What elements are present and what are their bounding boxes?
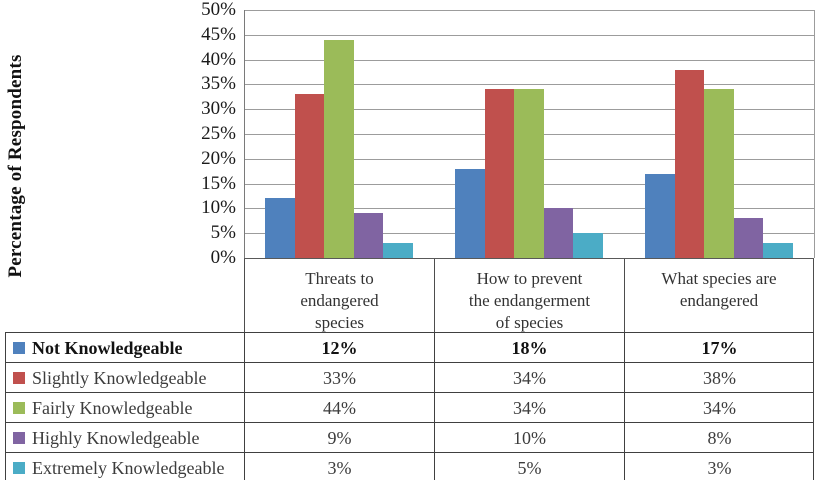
data-table: Not Knowledgeable 12% 18% 17% Slightly Knowl…	[5, 332, 814, 480]
table-row: Extremely Knowledgeable 3% 5% 3%	[6, 453, 813, 480]
value-cell-extremely-knowledgeable-0: 3%	[244, 453, 434, 480]
y-axis-line	[244, 10, 245, 258]
bar-not-knowledgeable-2	[645, 174, 675, 258]
row-label-cell: Slightly Knowledgeable	[6, 364, 244, 392]
value-cell-fairly-knowledgeable-1: 34%	[434, 393, 624, 422]
y-axis-tick-label: 5%	[210, 222, 236, 243]
bar-fairly-knowledgeable-2	[704, 89, 734, 258]
value-cell-highly-knowledgeable-0: 9%	[244, 423, 434, 452]
legend-swatch-not-knowledgeable	[13, 341, 25, 354]
series-name: Fairly Knowledgeable	[32, 397, 193, 418]
series-name: Slightly Knowledgeable	[32, 367, 207, 388]
bar-slightly-knowledgeable-1	[485, 89, 514, 258]
x-axis-line	[244, 258, 814, 259]
y-axis-tick-label: 45%	[201, 24, 236, 45]
category-label-1: How to prevent the endangerment of speci…	[434, 258, 624, 332]
table-row: Not Knowledgeable 12% 18% 17%	[6, 333, 813, 363]
value-cell-extremely-knowledgeable-2: 3%	[624, 453, 814, 480]
y-axis-tick-label: 15%	[201, 173, 236, 194]
row-label-cell: Highly Knowledgeable	[6, 424, 244, 452]
bar-extremely-knowledgeable-1	[573, 233, 603, 258]
value-cell-not-knowledgeable-2: 17%	[624, 333, 814, 362]
row-label-cell: Extremely Knowledgeable	[6, 454, 244, 480]
y-axis-title: Percentage of Respondents	[5, 54, 26, 278]
y-axis-tick-label: 40%	[201, 49, 236, 70]
value-cell-extremely-knowledgeable-1: 5%	[434, 453, 624, 480]
value-cell-highly-knowledgeable-1: 10%	[434, 423, 624, 452]
bar-extremely-knowledgeable-0	[383, 243, 413, 258]
series-name: Not Knowledgeable	[32, 337, 183, 358]
y-axis-tick-label: 50%	[201, 0, 236, 20]
bar-highly-knowledgeable-1	[544, 208, 573, 258]
gridline	[244, 84, 814, 85]
bar-extremely-knowledgeable-2	[763, 243, 793, 258]
table-row: Slightly Knowledgeable 33% 34% 38%	[6, 363, 813, 393]
bar-highly-knowledgeable-2	[734, 218, 763, 258]
bar-highly-knowledgeable-0	[354, 213, 383, 258]
y-axis-tick-label: 25%	[201, 123, 236, 144]
category-label-0: Threats to endangered species	[244, 258, 434, 332]
legend-swatch-extremely-knowledgeable	[13, 461, 25, 474]
gridline	[244, 10, 814, 11]
category-label-2: What species are endangered	[624, 258, 814, 332]
bar-slightly-knowledgeable-2	[675, 70, 704, 258]
value-cell-fairly-knowledgeable-2: 34%	[624, 393, 814, 422]
y-axis-tick-label: 20%	[201, 148, 236, 169]
series-name: Extremely Knowledgeable	[32, 457, 225, 478]
bar-fairly-knowledgeable-1	[514, 89, 544, 258]
bar-not-knowledgeable-1	[455, 169, 485, 258]
bar-slightly-knowledgeable-0	[295, 94, 324, 258]
value-cell-highly-knowledgeable-2: 8%	[624, 423, 814, 452]
row-label-cell: Not Knowledgeable	[6, 334, 244, 362]
y-axis-tick-label: 30%	[201, 98, 236, 119]
value-cell-slightly-knowledgeable-1: 34%	[434, 363, 624, 392]
row-label-cell: Fairly Knowledgeable	[6, 394, 244, 422]
legend-swatch-highly-knowledgeable	[13, 431, 25, 444]
gridline	[244, 60, 814, 61]
table-row: Highly Knowledgeable 9% 10% 8%	[6, 423, 813, 453]
value-cell-not-knowledgeable-1: 18%	[434, 333, 624, 362]
value-cell-slightly-knowledgeable-0: 33%	[244, 363, 434, 392]
legend-swatch-fairly-knowledgeable	[13, 401, 25, 414]
y-axis-tick-label: 10%	[201, 197, 236, 218]
gridline	[244, 35, 814, 36]
value-cell-not-knowledgeable-0: 12%	[244, 333, 434, 362]
bar-not-knowledgeable-0	[265, 198, 295, 258]
plot-right-border	[814, 10, 815, 258]
bar-fairly-knowledgeable-0	[324, 40, 354, 258]
value-cell-fairly-knowledgeable-0: 44%	[244, 393, 434, 422]
value-cell-slightly-knowledgeable-2: 38%	[624, 363, 814, 392]
series-name: Highly Knowledgeable	[32, 427, 200, 448]
legend-swatch-slightly-knowledgeable	[13, 371, 25, 384]
y-axis-tick-label: 35%	[201, 73, 236, 94]
y-axis-tick-label: 0%	[210, 247, 236, 268]
table-row: Fairly Knowledgeable 44% 34% 34%	[6, 393, 813, 423]
